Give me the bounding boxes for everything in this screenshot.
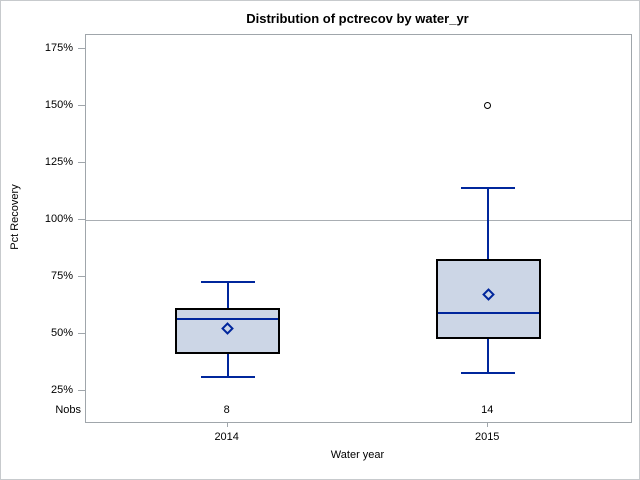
y-tick-mark xyxy=(78,48,85,49)
x-tick-label-2014: 2014 xyxy=(214,431,239,443)
y-tick-label: 25% xyxy=(50,384,73,396)
lower-whisker-line-2015 xyxy=(487,338,490,373)
y-tick-mark xyxy=(78,105,85,106)
y-tick-label: 75% xyxy=(50,270,73,282)
nobs-value-2015: 14 xyxy=(481,404,494,416)
y-tick-label: 175% xyxy=(44,42,73,54)
outlier-marker-2015 xyxy=(484,101,492,109)
x-tick-label-2015: 2015 xyxy=(474,431,500,443)
lower-whisker-cap-2014 xyxy=(200,376,255,379)
y-tick-mark xyxy=(78,219,85,220)
upper-whisker-cap-2014 xyxy=(200,280,255,283)
y-tick-label: 100% xyxy=(44,213,73,225)
median-line-2014 xyxy=(177,318,279,321)
x-tick-mark xyxy=(487,422,489,427)
median-line-2015 xyxy=(437,312,539,315)
upper-whisker-cap-2015 xyxy=(461,187,516,190)
y-tick-mark xyxy=(78,276,85,277)
y-tick-label: 125% xyxy=(44,156,73,168)
iqr-box-2014 xyxy=(175,307,281,355)
x-tick-mark xyxy=(226,422,228,427)
y-tick-mark xyxy=(78,333,85,334)
y-tick-mark xyxy=(78,162,85,163)
y-tick-label: 50% xyxy=(50,327,73,339)
plot-area xyxy=(85,34,632,423)
iqr-box-2015 xyxy=(435,258,541,339)
upper-whisker-line-2015 xyxy=(487,188,490,259)
nobs-value-2014: 8 xyxy=(223,404,230,416)
lower-whisker-cap-2015 xyxy=(461,371,516,374)
chart-title: Distribution of pctrecov by water_yr xyxy=(246,11,469,26)
nobs-row-label: Nobs xyxy=(55,404,81,416)
y-tick-label: 150% xyxy=(44,99,73,111)
x-axis-title: Water year xyxy=(330,449,385,461)
upper-whisker-line-2014 xyxy=(226,281,229,308)
reference-line-100pct xyxy=(86,220,631,221)
y-tick-mark xyxy=(78,390,85,391)
lower-whisker-line-2014 xyxy=(226,354,229,378)
